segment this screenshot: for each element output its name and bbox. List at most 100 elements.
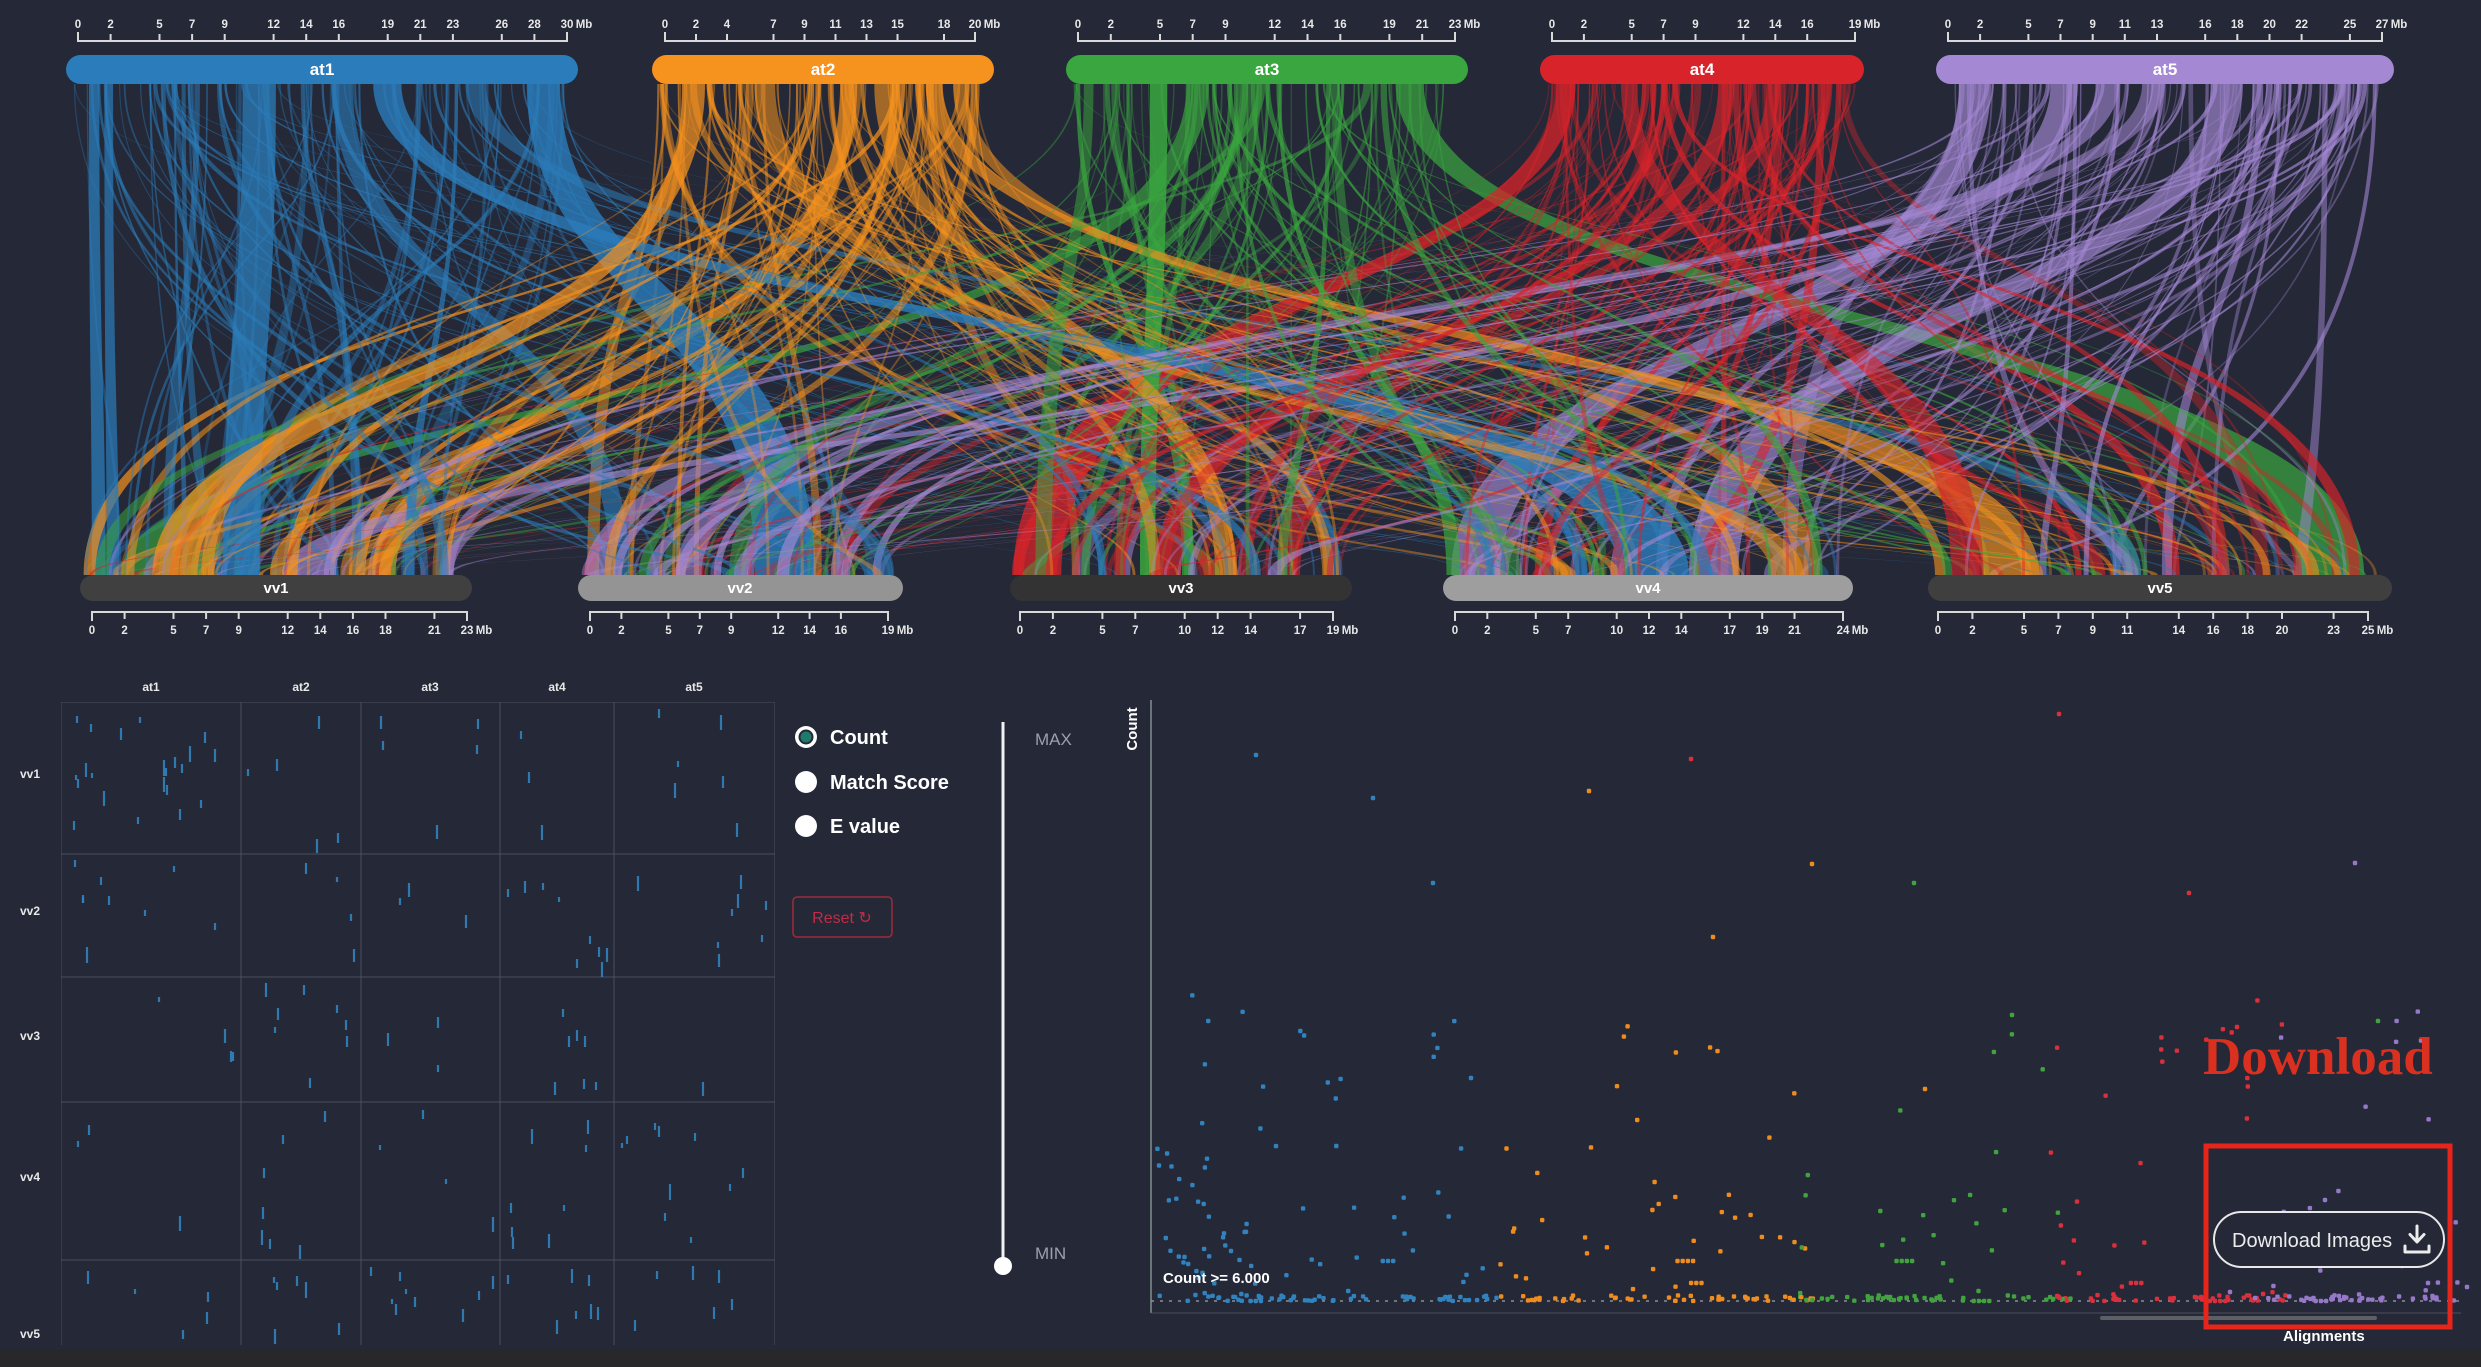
svg-text:vv4: vv4	[1635, 580, 1661, 597]
svg-text:MIN: MIN	[1035, 1244, 1066, 1263]
svg-text:Match Score: Match Score	[830, 772, 949, 794]
svg-text:vv5: vv5	[2147, 580, 2172, 597]
svg-text:7: 7	[1132, 625, 1138, 637]
svg-text:vv2: vv2	[727, 580, 752, 597]
svg-text:19: 19	[381, 19, 394, 31]
svg-text:16: 16	[835, 625, 848, 637]
svg-text:Download Images: Download Images	[2232, 1230, 2392, 1252]
svg-text:Mb: Mb	[2377, 625, 2394, 637]
svg-text:12: 12	[267, 19, 280, 31]
svg-text:23: 23	[447, 19, 460, 31]
svg-text:2: 2	[1484, 625, 1490, 637]
svg-text:vv4: vv4	[20, 1170, 40, 1184]
svg-text:17: 17	[1723, 625, 1736, 637]
svg-text:at1: at1	[142, 680, 160, 694]
svg-text:21: 21	[428, 625, 441, 637]
svg-text:23: 23	[461, 625, 474, 637]
svg-text:26: 26	[495, 19, 508, 31]
svg-text:0: 0	[89, 625, 95, 637]
svg-text:at5: at5	[2153, 60, 2178, 79]
svg-text:at4: at4	[1690, 60, 1715, 79]
svg-text:18: 18	[938, 19, 951, 31]
svg-text:Count: Count	[1124, 707, 1141, 750]
svg-text:E value: E value	[830, 816, 900, 838]
svg-text:4: 4	[724, 19, 731, 31]
svg-text:0: 0	[1549, 19, 1555, 31]
svg-text:0: 0	[587, 625, 593, 637]
svg-text:vv2: vv2	[20, 904, 40, 918]
svg-text:18: 18	[379, 625, 392, 637]
svg-text:Count >= 6.000: Count >= 6.000	[1163, 1270, 1270, 1287]
svg-text:2: 2	[693, 19, 699, 31]
svg-text:vv3: vv3	[1168, 580, 1193, 597]
svg-text:16: 16	[1801, 19, 1814, 31]
svg-text:5: 5	[1533, 625, 1540, 637]
svg-text:7: 7	[1660, 19, 1666, 31]
svg-text:7: 7	[2055, 625, 2061, 637]
svg-text:24: 24	[1837, 625, 1850, 637]
svg-text:at3: at3	[1255, 60, 1280, 79]
svg-text:18: 18	[2231, 19, 2244, 31]
svg-text:vv1: vv1	[263, 580, 288, 597]
svg-text:16: 16	[347, 625, 360, 637]
svg-text:0: 0	[1452, 625, 1458, 637]
svg-text:9: 9	[2089, 19, 2095, 31]
svg-text:9: 9	[1222, 19, 1228, 31]
svg-text:19: 19	[1327, 625, 1340, 637]
svg-text:vv5: vv5	[20, 1327, 40, 1341]
svg-text:25: 25	[2362, 625, 2375, 637]
svg-text:at1: at1	[310, 60, 335, 79]
svg-text:14: 14	[1244, 625, 1257, 637]
svg-text:0: 0	[1945, 19, 1951, 31]
svg-text:14: 14	[314, 625, 327, 637]
svg-text:18: 18	[2241, 625, 2254, 637]
svg-text:Mb: Mb	[1464, 19, 1481, 31]
svg-text:7: 7	[2057, 19, 2063, 31]
svg-text:vv3: vv3	[20, 1029, 40, 1043]
svg-text:5: 5	[2021, 625, 2028, 637]
svg-text:5: 5	[2025, 19, 2032, 31]
svg-text:Mb: Mb	[897, 625, 914, 637]
svg-text:16: 16	[2199, 19, 2212, 31]
svg-text:13: 13	[2151, 19, 2164, 31]
svg-text:9: 9	[801, 19, 807, 31]
svg-text:7: 7	[189, 19, 195, 31]
svg-text:5: 5	[1157, 19, 1164, 31]
svg-text:0: 0	[662, 19, 668, 31]
svg-text:9: 9	[221, 19, 227, 31]
svg-text:at2: at2	[292, 680, 310, 694]
svg-text:Mb: Mb	[1342, 625, 1359, 637]
svg-text:14: 14	[803, 625, 816, 637]
svg-text:Alignments: Alignments	[2283, 1328, 2365, 1345]
svg-text:2: 2	[1581, 19, 1587, 31]
svg-text:2: 2	[1108, 19, 1114, 31]
svg-text:28: 28	[528, 19, 541, 31]
svg-text:0: 0	[1017, 625, 1023, 637]
svg-text:21: 21	[1788, 625, 1801, 637]
svg-text:2: 2	[107, 19, 113, 31]
svg-text:15: 15	[891, 19, 904, 31]
svg-text:27: 27	[2376, 19, 2389, 31]
svg-text:16: 16	[332, 19, 345, 31]
svg-text:5: 5	[665, 625, 672, 637]
svg-text:17: 17	[1294, 625, 1307, 637]
svg-text:14: 14	[300, 19, 313, 31]
svg-text:MAX: MAX	[1035, 730, 1072, 749]
svg-text:5: 5	[1099, 625, 1106, 637]
svg-text:22: 22	[2295, 19, 2308, 31]
svg-text:12: 12	[1737, 19, 1750, 31]
svg-text:14: 14	[1301, 19, 1314, 31]
svg-text:0: 0	[1935, 625, 1941, 637]
svg-text:at2: at2	[811, 60, 836, 79]
svg-text:30: 30	[561, 19, 574, 31]
svg-text:2: 2	[121, 625, 127, 637]
svg-text:7: 7	[1189, 19, 1195, 31]
svg-text:Mb: Mb	[476, 625, 493, 637]
svg-text:20: 20	[969, 19, 982, 31]
svg-text:13: 13	[860, 19, 873, 31]
svg-text:Mb: Mb	[1864, 19, 1881, 31]
svg-text:5: 5	[156, 19, 163, 31]
svg-text:21: 21	[414, 19, 427, 31]
svg-text:23: 23	[2327, 625, 2340, 637]
svg-text:Mb: Mb	[1852, 625, 1869, 637]
